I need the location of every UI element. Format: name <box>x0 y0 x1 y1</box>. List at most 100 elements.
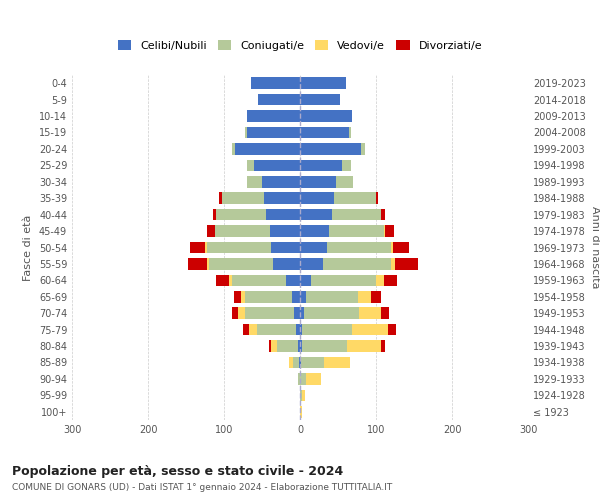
Bar <box>394 242 409 253</box>
Bar <box>298 373 300 384</box>
Bar <box>300 143 361 154</box>
Bar <box>254 160 300 171</box>
Bar <box>391 258 395 270</box>
Bar <box>271 340 277 352</box>
Bar <box>349 127 351 138</box>
Bar <box>352 324 388 336</box>
Bar <box>302 340 347 352</box>
Bar <box>245 291 292 302</box>
Bar <box>262 176 300 188</box>
Bar <box>300 176 337 188</box>
Bar <box>234 291 241 302</box>
Bar <box>347 340 382 352</box>
Bar <box>304 308 359 319</box>
Bar <box>382 209 385 220</box>
Bar <box>269 340 271 352</box>
Bar <box>300 357 301 368</box>
Bar <box>382 340 385 352</box>
Bar <box>206 242 271 253</box>
Bar <box>300 242 326 253</box>
Bar <box>251 78 300 89</box>
Bar <box>300 258 323 270</box>
Bar <box>232 274 286 286</box>
Bar <box>222 192 263 204</box>
Bar <box>229 274 232 286</box>
Bar <box>300 308 304 319</box>
Bar <box>391 242 394 253</box>
Bar <box>247 160 254 171</box>
Bar <box>215 274 229 286</box>
Bar <box>293 357 299 368</box>
Bar <box>247 176 262 188</box>
Bar <box>311 274 376 286</box>
Bar <box>323 357 350 368</box>
Bar <box>232 308 238 319</box>
Bar <box>300 274 311 286</box>
Bar <box>300 94 340 106</box>
Bar <box>326 242 391 253</box>
Bar <box>296 324 300 336</box>
Bar <box>190 242 205 253</box>
Bar <box>292 291 300 302</box>
Text: COMUNE DI GONARS (UD) - Dati ISTAT 1° gennaio 2024 - Elaborazione TUTTITALIA.IT: COMUNE DI GONARS (UD) - Dati ISTAT 1° ge… <box>12 482 392 492</box>
Bar <box>266 209 300 220</box>
Bar <box>220 192 222 204</box>
Bar <box>298 340 300 352</box>
Text: Popolazione per età, sesso e stato civile - 2024: Popolazione per età, sesso e stato civil… <box>12 465 343 478</box>
Bar <box>323 258 391 270</box>
Y-axis label: Fasce di età: Fasce di età <box>23 214 33 280</box>
Bar <box>300 192 334 204</box>
Bar <box>289 357 293 368</box>
Bar <box>385 226 394 237</box>
Bar <box>299 357 300 368</box>
Bar <box>247 110 300 122</box>
Bar <box>302 390 305 401</box>
Bar <box>361 143 365 154</box>
Bar <box>371 291 380 302</box>
Bar <box>358 291 371 302</box>
Bar <box>301 357 323 368</box>
Bar <box>300 324 302 336</box>
Bar <box>258 94 300 106</box>
Bar <box>232 143 235 154</box>
Bar <box>300 78 346 89</box>
Bar <box>212 209 217 220</box>
Bar <box>188 258 207 270</box>
Bar <box>238 308 245 319</box>
Bar <box>263 192 300 204</box>
Bar <box>247 127 300 138</box>
Bar <box>302 324 352 336</box>
Bar <box>337 176 353 188</box>
Bar <box>215 226 269 237</box>
Bar <box>269 226 300 237</box>
Bar <box>241 291 245 302</box>
Bar <box>383 274 397 286</box>
Bar <box>300 406 302 417</box>
Bar <box>300 390 302 401</box>
Bar <box>274 258 300 270</box>
Bar <box>209 258 274 270</box>
Bar <box>277 340 298 352</box>
Bar <box>300 291 306 302</box>
Bar <box>306 291 358 302</box>
Bar <box>300 373 306 384</box>
Bar <box>217 209 266 220</box>
Bar <box>300 160 342 171</box>
Bar <box>300 127 349 138</box>
Bar <box>388 324 396 336</box>
Bar <box>235 143 300 154</box>
Bar <box>359 308 382 319</box>
Bar <box>300 110 352 122</box>
Bar <box>342 160 351 171</box>
Bar <box>245 308 294 319</box>
Bar <box>243 324 249 336</box>
Bar <box>376 192 378 204</box>
Bar <box>382 308 389 319</box>
Bar <box>205 242 206 253</box>
Bar <box>395 258 418 270</box>
Bar <box>286 274 300 286</box>
Bar <box>383 226 385 237</box>
Bar <box>207 226 215 237</box>
Bar <box>300 209 332 220</box>
Bar <box>334 192 376 204</box>
